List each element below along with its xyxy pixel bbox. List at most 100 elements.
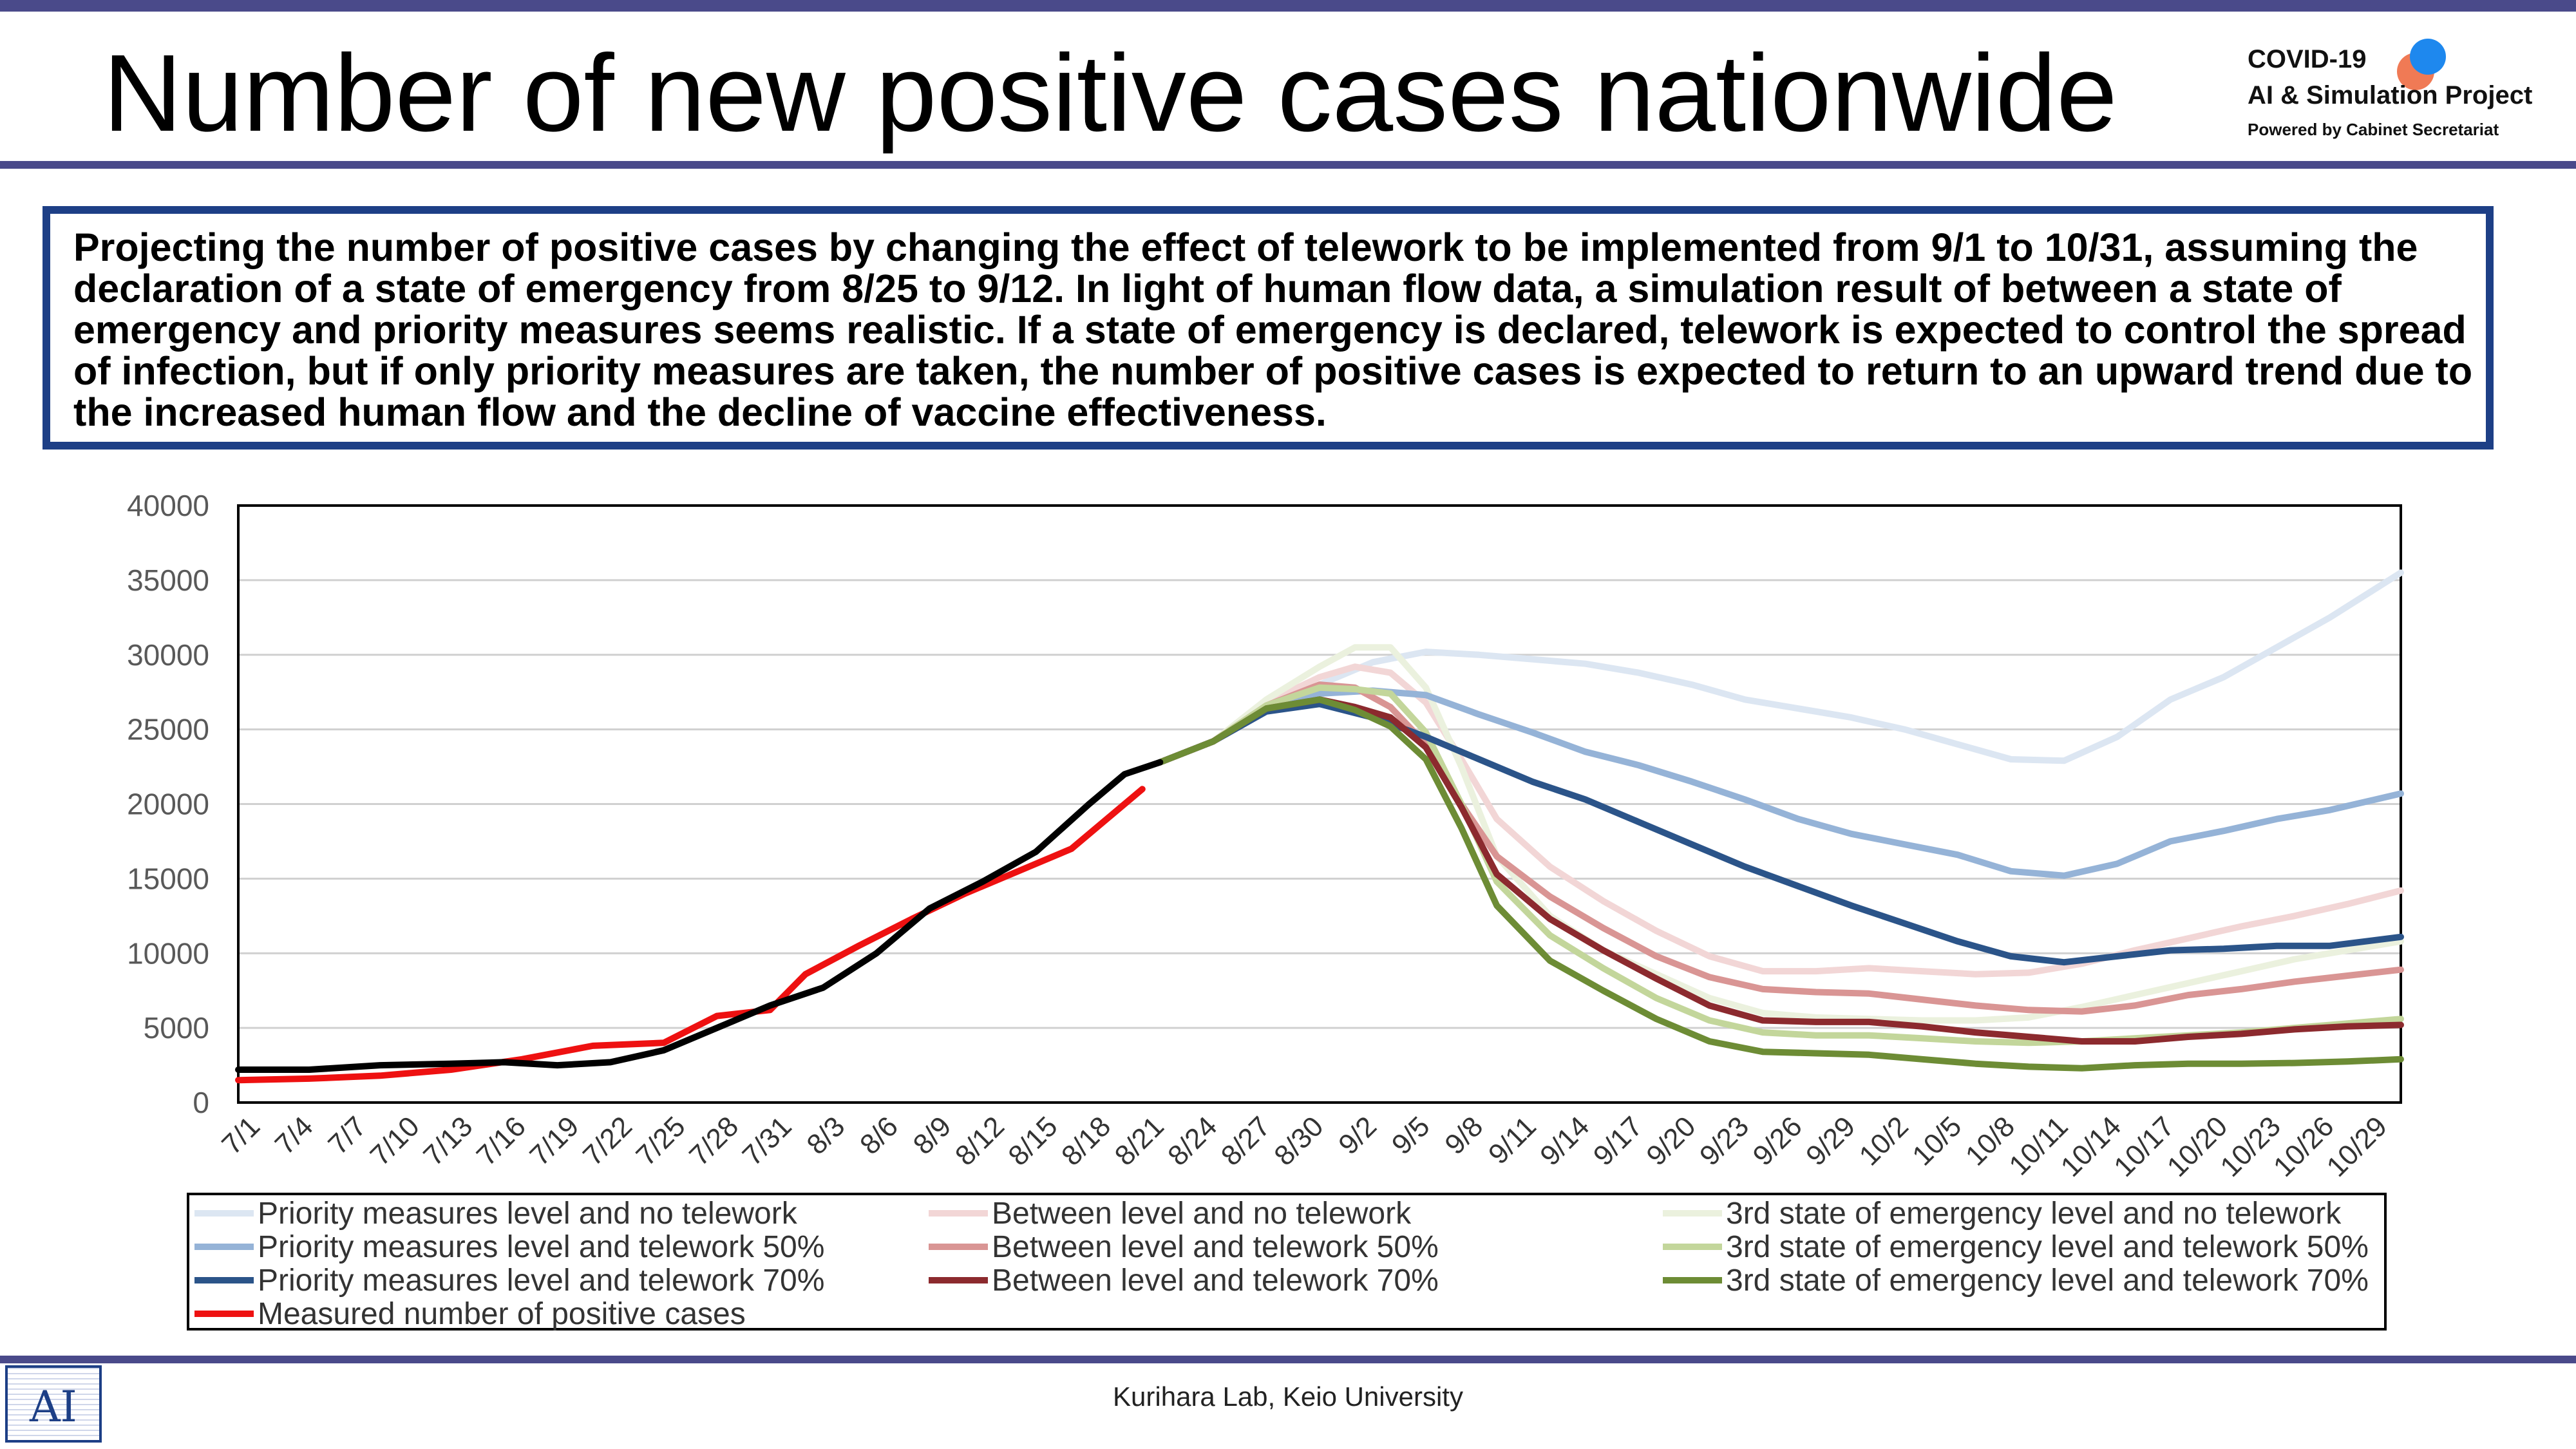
footer-divider: [0, 1356, 2576, 1363]
legend-label: 3rd state of emergency level and telewor…: [1726, 1263, 2369, 1298]
legend-item: Priority measures level and telework 70%: [194, 1263, 825, 1298]
x-tick-label: 10/29: [2321, 1110, 2394, 1183]
lab-logo-text: AI: [30, 1382, 77, 1432]
legend-swatch: [194, 1210, 254, 1217]
series-line-4: [1157, 687, 2404, 879]
legend-item: Between level and telework 70%: [929, 1263, 1439, 1298]
x-tick-label: 8/24: [1162, 1110, 1223, 1171]
x-tick-label: 8/27: [1215, 1110, 1276, 1171]
legend-swatch: [194, 1311, 254, 1317]
legend-swatch: [1663, 1277, 1722, 1283]
legend-label: 3rd state of emergency level and no tele…: [1726, 1196, 2342, 1231]
y-tick-label: 0: [193, 1086, 209, 1119]
legend-swatch: [194, 1244, 254, 1250]
series-line-9: [1157, 696, 2404, 1072]
y-tick-label: 15000: [127, 862, 209, 895]
legend-label: Priority measures level and telework 70%: [258, 1263, 825, 1298]
legend-item: Between level and telework 50%: [929, 1230, 1439, 1264]
x-tick-label: 10/26: [2268, 1110, 2340, 1183]
series-line-8: [1157, 696, 2404, 1045]
x-tick-label: 10/11: [2003, 1110, 2074, 1181]
x-tick-label: 7/19: [524, 1110, 585, 1171]
legend-label: Between level and telework 70%: [992, 1263, 1439, 1298]
x-tick-label: 7/16: [471, 1110, 532, 1171]
legend-label: Between level and telework 50%: [992, 1229, 1439, 1264]
logo-line-2: AI & Simulation Project: [2248, 81, 2533, 109]
x-tick-label: 10/5: [1906, 1110, 1967, 1171]
x-tick-label: 9/29: [1800, 1110, 1861, 1171]
x-tick-label: 10/20: [2161, 1110, 2234, 1183]
x-tick-label: 7/4: [269, 1110, 319, 1160]
chart-legend: Priority measures level and no telework B…: [187, 1193, 2387, 1331]
x-tick-label: 9/26: [1747, 1110, 1808, 1171]
x-tick-label: 7/7: [322, 1110, 372, 1160]
y-tick-label: 10000: [127, 936, 209, 970]
plot-frame: [237, 504, 2402, 1104]
series-line-3: [1157, 644, 2404, 1024]
logo-blue-dot-icon: [2410, 39, 2446, 75]
series-line-2: [1157, 663, 2404, 978]
y-tick-label: 30000: [127, 638, 209, 672]
footer-credit: Kurihara Lab, Keio University: [1113, 1381, 1463, 1412]
legend-item: Priority measures level and telework 50%: [194, 1230, 824, 1264]
x-tick-label: 10/2: [1853, 1110, 1915, 1171]
legend-item: Between level and no telework: [929, 1196, 1412, 1231]
legend-swatch: [1663, 1210, 1722, 1217]
x-tick-label: 8/12: [949, 1110, 1010, 1171]
logo-line-3: Powered by Cabinet Secretariat: [2248, 120, 2499, 139]
logo-line-1: COVID-19: [2248, 45, 2367, 73]
x-tick-label: 9/20: [1640, 1110, 1701, 1171]
legend-item: 3rd state of emergency level and no tele…: [1663, 1196, 2342, 1231]
title-divider: [0, 161, 2576, 169]
x-tick-label: 9/8: [1439, 1110, 1489, 1160]
x-tick-label: 8/21: [1109, 1110, 1170, 1171]
legend-swatch: [929, 1277, 988, 1283]
legend-item: Priority measures level and no telework: [194, 1196, 797, 1231]
legend-swatch: [194, 1277, 254, 1283]
legend-swatch: [1663, 1244, 1722, 1250]
x-tick-label: 10/23: [2214, 1110, 2287, 1183]
summary-box: Projecting the number of positive cases …: [43, 206, 2494, 450]
legend-item: 3rd state of emergency level and telewor…: [1663, 1263, 2369, 1298]
x-tick-label: 9/11: [1482, 1110, 1542, 1170]
x-tick-label: 7/31: [737, 1110, 798, 1171]
series-line-11: [235, 759, 1164, 1073]
series-line-10: [235, 786, 1146, 1084]
project-logo: COVID-19 AI & Simulation Project Powered…: [2248, 39, 2557, 148]
legend-label: Priority measures level and no telework: [258, 1196, 797, 1231]
lab-logo-icon: AI: [5, 1365, 102, 1443]
x-tick-label: 7/10: [365, 1110, 426, 1171]
x-tick-label: 7/22: [577, 1110, 638, 1171]
x-tick-label: 8/15: [1002, 1110, 1063, 1171]
legend-label: Measured number of positive cases: [258, 1296, 746, 1331]
y-tick-label: 25000: [127, 713, 209, 746]
y-tick-label: 35000: [127, 564, 209, 597]
x-tick-label: 8/9: [907, 1110, 958, 1160]
x-tick-label: 9/5: [1386, 1110, 1436, 1160]
x-tick-label: 8/18: [1056, 1110, 1117, 1171]
x-tick-label: 9/2: [1332, 1110, 1383, 1160]
x-tick-label: 8/30: [1268, 1110, 1329, 1171]
y-tick-label: 5000: [144, 1011, 209, 1045]
legend-label: Priority measures level and telework 50%: [258, 1229, 825, 1264]
legend-swatch: [929, 1210, 988, 1217]
page-title: Number of new positive cases nationwide: [103, 32, 2117, 155]
legend-label: 3rd state of emergency level and telewor…: [1726, 1229, 2369, 1264]
summary-text: Projecting the number of positive cases …: [73, 225, 2473, 434]
legend-item: 3rd state of emergency level and telewor…: [1663, 1230, 2369, 1264]
x-tick-label: 7/25: [630, 1110, 691, 1171]
x-tick-label: 10/17: [2108, 1110, 2181, 1183]
x-tick-label: 7/1: [216, 1110, 266, 1160]
series-line-5: [1157, 681, 2404, 1015]
x-tick-label: 9/23: [1694, 1110, 1755, 1171]
x-tick-label: 8/3: [800, 1110, 851, 1160]
legend-label: Between level and no telework: [992, 1196, 1412, 1231]
x-tick-label: 9/17: [1587, 1110, 1649, 1171]
y-tick-label: 40000: [127, 489, 209, 522]
x-tick-label: 9/14: [1534, 1110, 1595, 1171]
x-tick-label: 8/6: [854, 1110, 904, 1160]
y-tick-label: 20000: [127, 788, 209, 821]
legend-item: Measured number of positive cases: [194, 1297, 746, 1331]
top-accent-bar: [0, 0, 2576, 12]
